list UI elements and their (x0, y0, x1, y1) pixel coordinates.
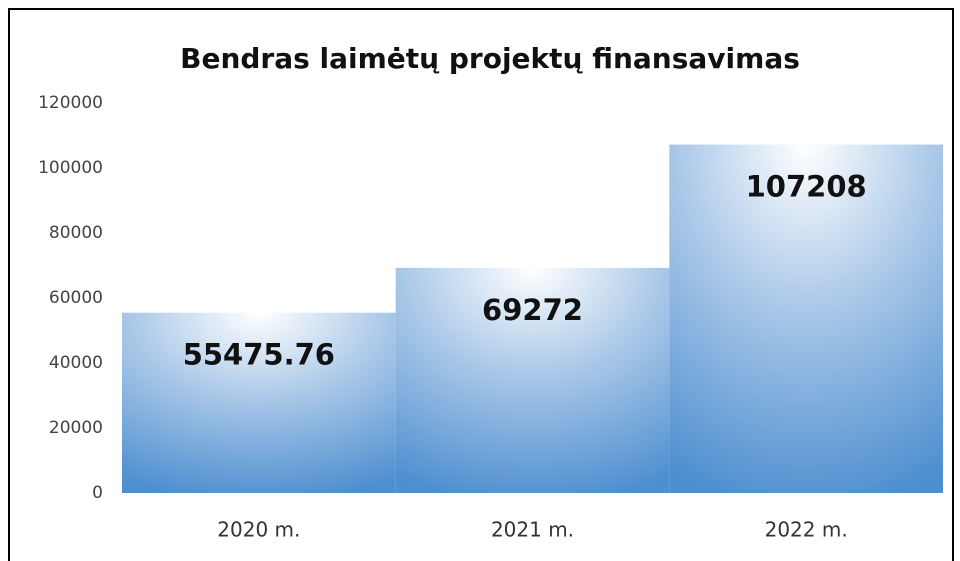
x-tick-label: 2020 m. (217, 518, 300, 542)
y-tick-label: 0 (92, 483, 103, 503)
bar (122, 312, 396, 493)
data-label: 55475.76 (183, 338, 335, 372)
y-tick-label: 20000 (49, 418, 103, 438)
y-tick-label: 80000 (49, 223, 103, 243)
data-label: 107208 (746, 170, 867, 204)
y-tick-label: 100000 (38, 158, 103, 178)
y-tick-label: 120000 (38, 93, 103, 113)
y-tick-label: 40000 (49, 353, 103, 373)
x-tick-label: 2021 m. (491, 518, 574, 542)
bar (669, 144, 943, 493)
y-tick-label: 60000 (49, 288, 103, 308)
data-label: 69272 (482, 293, 583, 327)
chart-title: Bendras laimėtų projektų finansavimas (180, 42, 800, 75)
chart-border (8, 8, 954, 561)
x-tick-label: 2022 m. (765, 518, 848, 542)
bar (395, 267, 670, 493)
